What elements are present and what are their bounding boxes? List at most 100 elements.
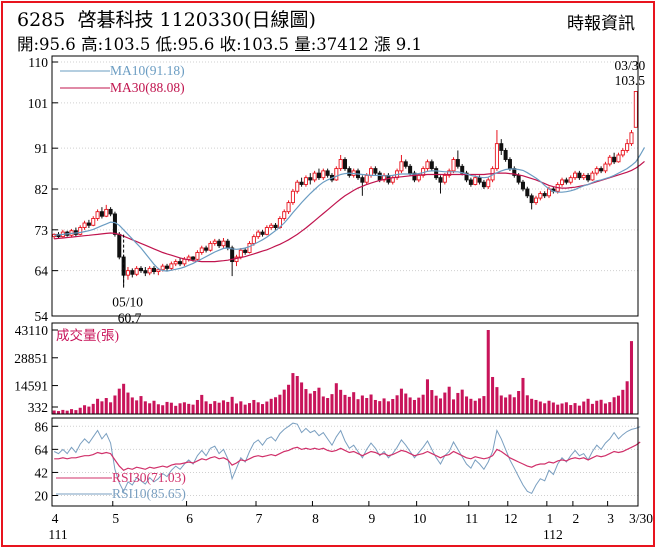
candle-body <box>169 263 174 269</box>
x-tick-label: 3 <box>607 511 614 526</box>
candle-body <box>147 267 152 274</box>
price-tick-label: 82 <box>35 182 49 197</box>
candle-body <box>217 240 222 247</box>
rsi-legend-label: RSI30(71.03) <box>112 470 186 485</box>
volume-bar <box>334 383 338 414</box>
volume-bar <box>100 401 104 414</box>
candle-body <box>143 270 148 274</box>
candle-body <box>286 202 291 213</box>
rsi-legend-label: RSI10(85.65) <box>112 486 186 501</box>
candle-body <box>616 154 621 163</box>
price-change: 漲 9.1 <box>374 35 423 54</box>
candle-body <box>529 195 534 204</box>
volume-bar <box>191 404 195 414</box>
volume-bar <box>256 402 260 414</box>
volume-bar <box>135 400 139 414</box>
candle-body <box>312 172 317 181</box>
stock-title: 6285 啓碁科技 1120330(日線圖) <box>17 5 316 32</box>
volume-bar <box>451 399 456 414</box>
volume-bar <box>473 400 477 414</box>
x-year-label: 111 <box>48 527 67 542</box>
candle-body <box>477 177 482 183</box>
candle-body <box>95 211 100 219</box>
volume-bar <box>317 387 321 414</box>
volume-bar <box>308 393 312 414</box>
volume-bar <box>230 396 234 414</box>
candle-body <box>212 240 217 244</box>
volume-bar <box>478 398 482 414</box>
volume-bar <box>269 398 273 414</box>
candle-body <box>308 177 313 181</box>
volume-bar <box>443 392 447 414</box>
volume-bar <box>187 403 191 414</box>
volume-tick-label: 14591 <box>14 379 48 394</box>
volume-bar <box>343 394 347 414</box>
candle-body <box>264 227 269 235</box>
candle-body <box>468 179 473 185</box>
volume-bar <box>195 399 199 414</box>
candle-body <box>464 172 469 181</box>
candle-body <box>607 156 612 165</box>
candle-body <box>295 181 300 192</box>
volume-bar <box>352 392 356 414</box>
candle-body <box>451 159 456 172</box>
volume-bar <box>204 401 208 414</box>
volume-bar <box>291 373 295 414</box>
last-date-label: 03/30 <box>614 58 645 73</box>
volume-bar <box>56 411 61 414</box>
candle-body <box>434 168 439 179</box>
candle-body <box>299 181 304 185</box>
candle-body <box>603 163 608 172</box>
candle-body <box>282 211 287 219</box>
volume-bar <box>425 379 429 414</box>
volume-bar <box>109 402 113 414</box>
chart-date-label: 1120330(日線圖) <box>159 9 316 31</box>
candle-body <box>182 258 187 265</box>
volume-bar <box>595 400 599 414</box>
candle-body <box>399 161 404 172</box>
volume-bar <box>547 400 551 414</box>
x-tick-label: 5 <box>112 511 119 526</box>
candle-body <box>590 172 595 181</box>
price-tick-label: 54 <box>35 309 49 324</box>
volume-bar <box>491 376 495 414</box>
volume-bar <box>321 396 325 414</box>
candle-body <box>369 168 374 176</box>
candle-body <box>221 240 226 247</box>
candle-body <box>599 168 604 172</box>
candle-body <box>533 197 539 204</box>
volume-bar <box>78 407 82 414</box>
volume-bar <box>625 381 629 414</box>
candle-body <box>230 247 235 263</box>
volume-bar <box>169 402 173 414</box>
volume-bar <box>126 392 130 414</box>
volume-bar <box>365 398 369 414</box>
candle-body <box>629 132 634 145</box>
volume-bar <box>313 391 317 414</box>
candle-body <box>408 165 413 174</box>
volume-bar <box>156 404 160 414</box>
volume-tick-label: 43110 <box>15 323 48 338</box>
volume-bar <box>304 389 308 414</box>
candle-body <box>303 177 308 185</box>
candle-body <box>494 143 499 170</box>
candle-body <box>125 270 130 276</box>
volume-bar <box>278 394 282 414</box>
volume-bar <box>621 389 625 414</box>
candle-body <box>251 236 256 244</box>
candle-body <box>438 177 443 183</box>
x-tick-label: 11 <box>465 511 478 526</box>
x-tick-label: 3/30 <box>629 511 653 526</box>
candle-body <box>165 265 170 269</box>
candle-body <box>225 240 230 249</box>
open-price: 開:95.6 <box>17 35 76 54</box>
candle-body <box>573 172 578 179</box>
volume-bar <box>573 403 577 414</box>
volume-bar <box>74 410 78 414</box>
volume-bar <box>543 403 547 414</box>
volume-bar <box>382 398 386 414</box>
rsi-tick-label: 64 <box>35 442 49 457</box>
x-tick-label: 1 <box>546 511 553 526</box>
rsi-tick-label: 42 <box>35 465 49 480</box>
